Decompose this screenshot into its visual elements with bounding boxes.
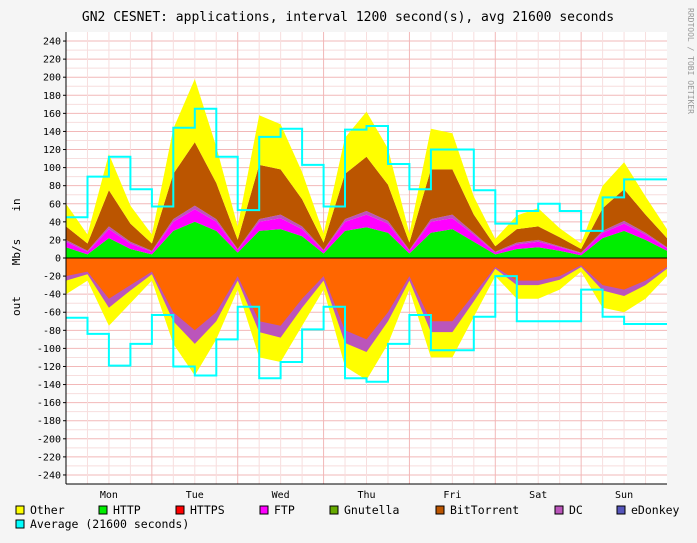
y-tick-label: 180	[43, 91, 61, 102]
y-tick-label: -180	[37, 416, 61, 427]
legend-label: Gnutella	[344, 503, 399, 517]
y-axis-label-out: out	[10, 296, 23, 316]
x-tick-label: Fri	[443, 490, 461, 501]
y-tick-label: -120	[37, 362, 61, 373]
y-tick-label: 0	[55, 254, 61, 265]
y-axis-label-in: in	[10, 198, 23, 211]
legend-label: HTTP	[113, 503, 141, 517]
y-tick-label: -100	[37, 344, 61, 355]
series-in-other	[66, 79, 667, 249]
y-tick-label: -20	[43, 272, 61, 283]
x-tick-label: Sun	[615, 490, 633, 501]
series-out-average	[66, 275, 667, 383]
y-tick-label: 80	[49, 181, 61, 192]
y-tick-label: 220	[43, 55, 61, 66]
y-tick-label: -60	[43, 308, 61, 319]
legend-swatch	[554, 505, 564, 515]
series-in-average	[66, 107, 667, 232]
y-tick-label: 120	[43, 145, 61, 156]
legend-swatch	[98, 505, 108, 515]
y-tick-label: -80	[43, 326, 61, 337]
chart-title: GN2 CESNET: applications, interval 1200 …	[82, 10, 614, 25]
legend: Other HTTP HTTPS FTP Gnutella BitTorrent DC eDo…	[15, 503, 680, 531]
x-tick-label: Thu	[357, 490, 375, 501]
y-tick-label: 160	[43, 109, 61, 120]
side-label: RRDTOOL / TOBI OETIKER	[686, 8, 695, 114]
legend-swatch	[15, 505, 25, 515]
x-tick-label: Wed	[272, 490, 290, 501]
legend-label: Other	[30, 503, 65, 517]
y-tick-label: 200	[43, 73, 61, 84]
legend-label: HTTPS	[190, 503, 225, 517]
x-tick-label: Mon	[100, 490, 118, 501]
y-tick-label: -160	[37, 398, 61, 409]
legend-label: FTP	[274, 503, 295, 517]
x-tick-label: Tue	[186, 490, 204, 501]
plot-area	[65, 32, 667, 485]
legend-label: eDonkey	[631, 503, 680, 517]
x-tick-label: Sat	[529, 490, 547, 501]
y-tick-label: -140	[37, 380, 61, 391]
x-tick-labels: Mon Tue Wed Thu Fri Sat Sun	[100, 490, 633, 501]
legend-swatch	[616, 505, 626, 515]
y-tick-label: 140	[43, 127, 61, 138]
y-tick-label: -200	[37, 434, 61, 445]
y-tick-label: 100	[43, 163, 61, 174]
y-axis-label: Mb/s	[10, 239, 23, 266]
y-tick-label: 60	[49, 199, 61, 210]
y-tick-label: 40	[49, 217, 61, 228]
legend-label: BitTorrent	[450, 503, 519, 517]
legend-label: DC	[569, 503, 583, 517]
y-tick-labels: 240220200180160140120100806040200-20-40-…	[37, 37, 66, 481]
y-tick-label: -40	[43, 290, 61, 301]
y-tick-label: -240	[37, 470, 61, 481]
legend-swatch	[175, 505, 185, 515]
series-in-bittorrent	[66, 142, 667, 253]
y-tick-label: 20	[49, 235, 61, 246]
average-layer	[66, 107, 667, 383]
legend-swatch	[329, 505, 339, 515]
y-tick-label: -220	[37, 452, 61, 463]
legend-swatch	[259, 505, 269, 515]
legend-swatch	[435, 505, 445, 515]
series-in-http	[66, 221, 667, 258]
y-tick-label: 240	[43, 37, 61, 48]
legend-label: Average (21600 seconds)	[30, 517, 189, 531]
series-in-ftp	[66, 209, 667, 256]
legend-swatch	[15, 519, 25, 529]
